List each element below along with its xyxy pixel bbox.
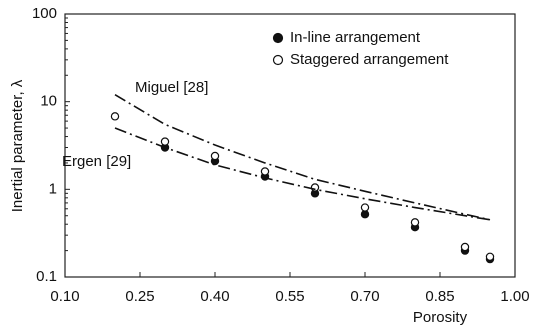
point — [360, 203, 370, 212]
y-axis-label: Inertial parameter, λ — [9, 79, 26, 212]
legend-marker — [272, 32, 284, 44]
point — [460, 242, 470, 252]
x-axis-label: Porosity — [413, 309, 468, 326]
point — [410, 218, 420, 227]
x-tick-label: 0.70 — [350, 288, 379, 305]
y-tick-label: 1 — [49, 180, 57, 197]
curve — [114, 127, 491, 221]
curve-label: Ergen [29] — [62, 153, 131, 170]
x-tick-label: 0.55 — [275, 288, 304, 305]
x-tick-label: 0.25 — [125, 288, 154, 305]
legend-label: Staggered arrangement — [290, 51, 449, 68]
x-tick-label: 0.40 — [200, 288, 229, 305]
point — [160, 137, 170, 146]
x-tick-label: 1.00 — [500, 288, 529, 305]
legend-marker — [272, 54, 284, 66]
y-tick-label: 10 — [40, 93, 57, 110]
curve — [114, 94, 491, 221]
y-tick-label: 0.1 — [36, 268, 57, 285]
point — [110, 112, 120, 121]
x-tick-label: 0.85 — [425, 288, 454, 305]
point — [485, 252, 495, 261]
x-tick-label: 0.10 — [50, 288, 79, 305]
point — [210, 151, 220, 161]
legend-label: In-line arrangement — [290, 29, 421, 46]
curve-label: Miguel [28] — [135, 79, 208, 96]
point — [260, 167, 270, 176]
y-tick-label: 100 — [32, 5, 57, 22]
